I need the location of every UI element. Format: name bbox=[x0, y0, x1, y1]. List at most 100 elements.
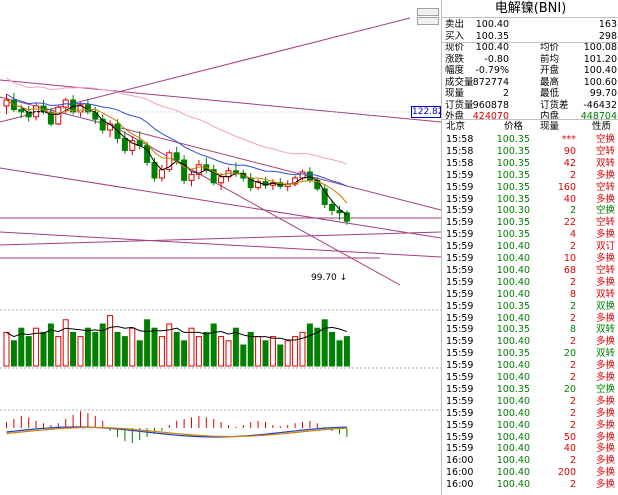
quote-label: 涨跌 bbox=[445, 53, 465, 65]
trade-row[interactable]: 15:59 100.40 40 多换 bbox=[442, 443, 618, 455]
ma-line-mid bbox=[6, 99, 348, 204]
trade-row[interactable]: 15:59 100.40 2 多换 bbox=[442, 360, 618, 372]
trade-volume: 2 bbox=[569, 479, 576, 491]
volume-bar bbox=[158, 336, 165, 367]
trade-row[interactable]: 15:59 100.35 22 空转 bbox=[442, 217, 618, 229]
divider bbox=[442, 42, 618, 43]
trade-row[interactable]: 15:59 100.35 8 双转 bbox=[442, 324, 618, 336]
scroll-up-button[interactable] bbox=[417, 8, 439, 16]
trade-price: 100.35 bbox=[496, 157, 530, 169]
trade-row[interactable]: 15:58 100.35 42 双转 bbox=[442, 158, 618, 170]
trade-row[interactable]: 15:59 100.35 160 空转 bbox=[442, 182, 618, 194]
volume-bar bbox=[292, 336, 299, 367]
trade-volume: 2 bbox=[569, 419, 576, 431]
trade-row[interactable]: 15:59 100.35 4 多换 bbox=[442, 229, 618, 241]
trade-type: 双转 bbox=[595, 157, 615, 169]
volume-bar bbox=[92, 331, 99, 367]
trade-row[interactable]: 15:59 100.40 10 多换 bbox=[442, 253, 618, 265]
trade-price: 100.35 bbox=[496, 324, 530, 336]
ma-line-extra-long bbox=[6, 77, 348, 165]
volume-bar bbox=[210, 323, 217, 367]
trade-row[interactable]: 15:59 100.40 2 多换 bbox=[442, 336, 618, 348]
quote-value: 100.40 bbox=[475, 19, 509, 30]
trade-type: 多换 bbox=[595, 455, 615, 467]
trade-row[interactable]: 15:59 100.40 8 双转 bbox=[442, 289, 618, 301]
trade-volume: 2 bbox=[569, 205, 576, 217]
trade-time: 15:59 bbox=[446, 336, 474, 348]
trade-time: 15:59 bbox=[446, 276, 474, 288]
trade-time: 15:59 bbox=[446, 348, 474, 360]
trade-volume: 2 bbox=[569, 169, 576, 181]
trade-price: 100.40 bbox=[496, 443, 530, 455]
candle-body bbox=[195, 164, 202, 175]
trade-row[interactable]: 15:59 100.40 2 多换 bbox=[442, 372, 618, 384]
trade-price: 100.40 bbox=[496, 312, 530, 324]
trade-time: 16:00 bbox=[446, 455, 474, 467]
quote-value: -0.80 bbox=[484, 53, 509, 65]
trade-row[interactable]: 15:59 100.40 2 多换 bbox=[442, 313, 618, 325]
trade-row[interactable]: 15:59 100.35 20 双转 bbox=[442, 348, 618, 360]
volume-bar bbox=[70, 331, 77, 367]
volume-bar bbox=[321, 319, 328, 367]
trade-time: 15:59 bbox=[446, 431, 474, 443]
trade-row[interactable]: 15:59 100.35 20 空换 bbox=[442, 384, 618, 396]
trade-time: 15:59 bbox=[446, 360, 474, 372]
quote-value: 448704 bbox=[580, 111, 617, 122]
trade-row[interactable]: 15:59 100.30 2 空换 bbox=[442, 205, 618, 217]
trade-row[interactable]: 15:59 100.40 2 多换 bbox=[442, 420, 618, 432]
kline-chart-area[interactable]: 122.82 99.70 ↓ bbox=[0, 0, 441, 495]
quote-value: 424070 bbox=[472, 111, 509, 122]
trade-row[interactable]: 15:59 100.40 2 多换 bbox=[442, 396, 618, 408]
trade-price: 100.35 bbox=[496, 193, 530, 205]
trend-line bbox=[0, 79, 441, 123]
trade-row[interactable]: 15:59 100.35 2 双换 bbox=[442, 301, 618, 313]
candle-body bbox=[255, 181, 262, 189]
candle-body bbox=[151, 161, 158, 179]
trade-volume: 8 bbox=[569, 288, 576, 300]
trade-price: 100.40 bbox=[496, 288, 530, 300]
trade-row[interactable]: 16:00 100.40 200 多换 bbox=[442, 467, 618, 479]
trend-line bbox=[0, 96, 441, 211]
trade-row[interactable]: 15:59 100.40 2 多换 bbox=[442, 277, 618, 289]
trade-row[interactable]: 15:58 100.35 90 空转 bbox=[442, 146, 618, 158]
volume-bar bbox=[121, 336, 128, 367]
volume-bar bbox=[269, 336, 276, 367]
candle-body bbox=[92, 111, 99, 120]
trade-type: 多换 bbox=[595, 229, 615, 241]
trade-volume: 2 bbox=[569, 407, 576, 419]
trade-time: 15:59 bbox=[446, 288, 474, 300]
scroll-down-button[interactable] bbox=[417, 17, 439, 25]
quote-row: 卖出 100.40 163 bbox=[442, 19, 618, 31]
trade-row[interactable]: 15:59 100.35 2 多换 bbox=[442, 170, 618, 182]
trade-row[interactable]: 16:00 100.40 2 多换 bbox=[442, 455, 618, 467]
trade-volume: 2 bbox=[569, 360, 576, 372]
trade-type: 多换 bbox=[595, 193, 615, 205]
volume-bar bbox=[77, 336, 84, 367]
volume-bar bbox=[25, 336, 32, 367]
trade-row[interactable]: 15:59 100.40 68 空转 bbox=[442, 265, 618, 277]
volume-bar bbox=[277, 344, 284, 367]
trade-price: 100.35 bbox=[496, 169, 530, 181]
trade-volume: 2 bbox=[569, 241, 576, 253]
quote-value: 100.40 bbox=[583, 65, 617, 76]
quote-label: 订货差 bbox=[540, 99, 569, 111]
trade-row[interactable]: 15:58 100.35 *** 空换 bbox=[442, 134, 618, 146]
quote-label: 开盘 bbox=[540, 65, 560, 76]
trade-row[interactable]: 15:59 100.40 2 双订 bbox=[442, 241, 618, 253]
trade-time: 15:59 bbox=[446, 205, 474, 217]
trade-volume: 10 bbox=[563, 253, 576, 264]
trade-time: 15:59 bbox=[446, 312, 474, 324]
candle-body bbox=[321, 188, 328, 205]
quote-value: 872774 bbox=[472, 76, 509, 88]
trade-row[interactable]: 15:59 100.40 50 多换 bbox=[442, 432, 618, 444]
volume-bar bbox=[136, 340, 143, 367]
candle-body bbox=[210, 169, 217, 184]
trade-volume: 2 bbox=[569, 276, 576, 288]
trade-volume: 68 bbox=[563, 264, 576, 276]
trade-volume: 40 bbox=[563, 443, 576, 455]
trade-row[interactable]: 15:59 100.40 2 多换 bbox=[442, 408, 618, 420]
trade-time: 15:59 bbox=[446, 181, 474, 193]
trade-time: 15:59 bbox=[446, 193, 474, 205]
trade-row[interactable]: 16:00 100.40 2 多换 bbox=[442, 479, 618, 491]
trade-row[interactable]: 15:59 100.35 40 多换 bbox=[442, 194, 618, 206]
